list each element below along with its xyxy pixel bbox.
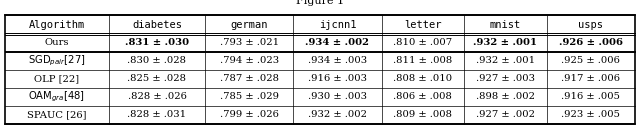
Text: .810 ± .007: .810 ± .007 [394, 38, 452, 47]
Text: .916 ± .003: .916 ± .003 [308, 74, 367, 83]
Text: .932 ± .001: .932 ± .001 [476, 56, 535, 65]
Text: .831 ± .030: .831 ± .030 [125, 38, 189, 47]
Text: .932 ± .001: .932 ± .001 [474, 38, 538, 47]
Text: $\mathrm{SGD}_{\mathit{pair}}$$\mathrm{[27]}$: $\mathrm{SGD}_{\mathit{pair}}$$\mathrm{[… [28, 53, 86, 68]
Text: .934 ± .002: .934 ± .002 [305, 38, 369, 47]
Text: mnist: mnist [490, 19, 521, 30]
Text: .809 ± .008: .809 ± .008 [394, 110, 452, 119]
Text: .934 ± .003: .934 ± .003 [308, 56, 367, 65]
Text: ijcnn1: ijcnn1 [319, 19, 356, 30]
Text: .785 ± .029: .785 ± .029 [220, 92, 279, 101]
Text: .793 ± .021: .793 ± .021 [220, 38, 279, 47]
Text: .830 ± .028: .830 ± .028 [127, 56, 186, 65]
Text: .825 ± .028: .825 ± .028 [127, 74, 186, 83]
Text: OLP [22]: OLP [22] [35, 74, 79, 83]
Text: SPAUC [26]: SPAUC [26] [27, 110, 86, 119]
Text: .927 ± .002: .927 ± .002 [476, 110, 535, 119]
Text: Algorithm: Algorithm [29, 19, 85, 30]
Text: .917 ± .006: .917 ± .006 [561, 74, 620, 83]
Text: .811 ± .008: .811 ± .008 [393, 56, 452, 65]
Text: .926 ± .006: .926 ± .006 [559, 38, 623, 47]
Text: .927 ± .003: .927 ± .003 [476, 74, 535, 83]
Text: german: german [230, 19, 268, 30]
Text: .799 ± .026: .799 ± .026 [220, 110, 279, 119]
Text: .932 ± .002: .932 ± .002 [308, 110, 367, 119]
Text: .923 ± .005: .923 ± .005 [561, 110, 620, 119]
Bar [5, 15, 635, 124]
Text: .898 ± .002: .898 ± .002 [476, 92, 535, 101]
Text: .925 ± .006: .925 ± .006 [561, 56, 620, 65]
Text: .930 ± .003: .930 ± .003 [308, 92, 367, 101]
Text: .806 ± .008: .806 ± .008 [394, 92, 452, 101]
Text: Ours: Ours [45, 38, 69, 47]
Text: .808 ± .010: .808 ± .010 [394, 74, 452, 83]
Text: letter: letter [404, 19, 442, 30]
Text: .828 ± .031: .828 ± .031 [127, 110, 186, 119]
Text: .828 ± .026: .828 ± .026 [127, 92, 186, 101]
Text: .916 ± .005: .916 ± .005 [561, 92, 620, 101]
Text: Figure 1: Figure 1 [296, 0, 344, 6]
Text: .794 ± .023: .794 ± .023 [220, 56, 279, 65]
Text: $\mathrm{OAM}_{\mathit{gra}}$$\mathrm{[48]}$: $\mathrm{OAM}_{\mathit{gra}}$$\mathrm{[4… [28, 90, 85, 104]
Text: usps: usps [579, 19, 604, 30]
Text: .787 ± .028: .787 ± .028 [220, 74, 279, 83]
Text: diabetes: diabetes [132, 19, 182, 30]
